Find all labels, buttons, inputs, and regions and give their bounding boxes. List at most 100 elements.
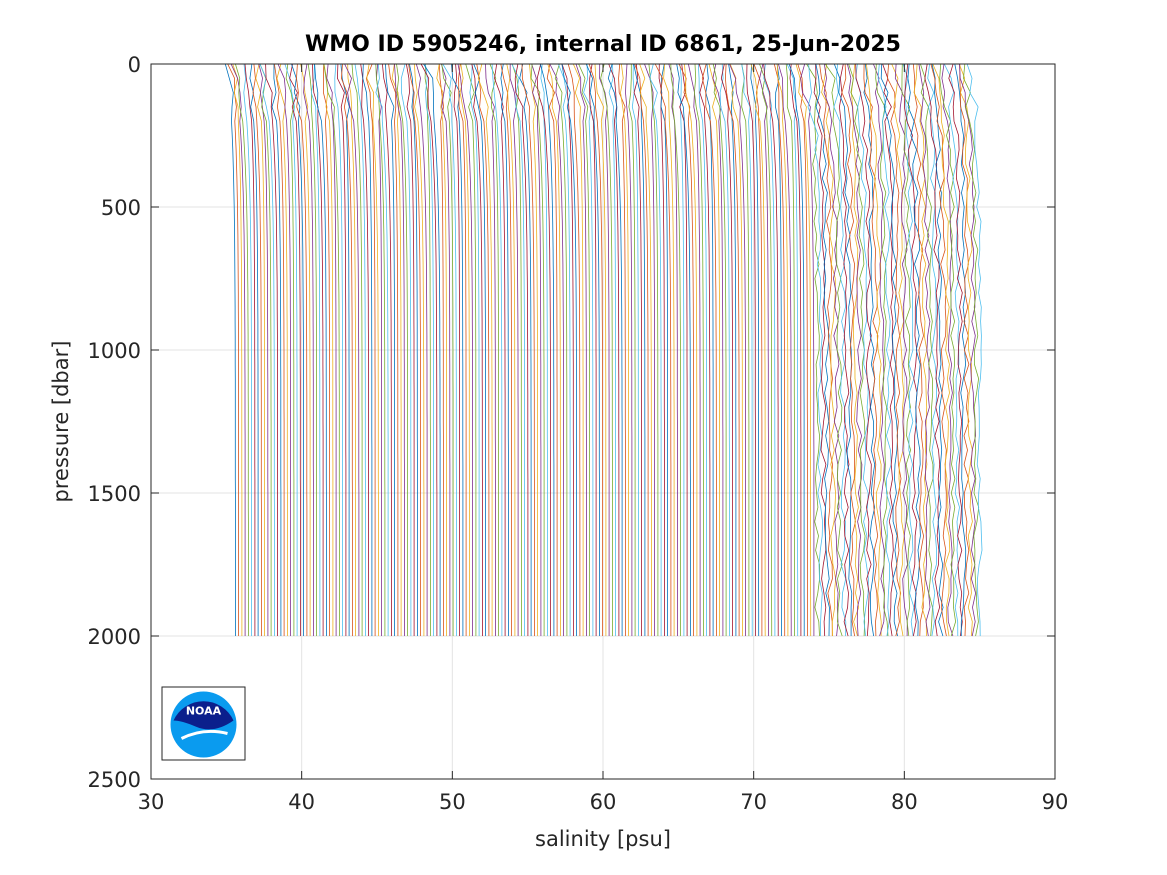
profile-line-178 [795, 63, 812, 636]
profile-line-211 [907, 63, 921, 637]
profile-line-148 [705, 63, 714, 636]
profile-line-168 [763, 63, 779, 636]
profile-line-80 [477, 63, 493, 636]
x-tick-label: 80 [891, 790, 918, 814]
profile-line-40 [351, 63, 363, 636]
profile-line-10 [255, 63, 266, 636]
profile-line-42 [360, 63, 370, 636]
profile-line-160 [741, 63, 753, 636]
profile-line-154 [720, 63, 733, 636]
x-tick-label: 40 [288, 790, 315, 814]
profile-line-221 [941, 63, 954, 637]
profile-line-85 [500, 63, 509, 636]
profile-line-45 [366, 63, 379, 636]
profile-line-11 [258, 63, 269, 636]
profile-line-195 [855, 63, 869, 637]
profile-line-198 [863, 63, 879, 637]
profile-line-177 [797, 63, 808, 636]
profile-line-92 [519, 63, 532, 636]
logo-bird [173, 701, 234, 730]
profile-line-77 [471, 63, 483, 636]
profile-line-218 [931, 63, 944, 637]
profile-line-27 [310, 63, 321, 636]
profile-line-16 [274, 63, 285, 636]
profile-line-214 [918, 63, 931, 637]
profile-line-230 [966, 63, 983, 637]
profile-line-43 [362, 63, 373, 636]
profile-line-53 [394, 63, 405, 636]
profile-line-119 [608, 63, 620, 636]
profile-line-152 [712, 63, 727, 636]
profile-line-192 [850, 63, 860, 637]
profile-line-141 [676, 63, 691, 636]
profile-line-208 [901, 63, 912, 637]
profile-line-47 [375, 63, 386, 636]
profile-line-12 [259, 63, 272, 636]
profile-line-31 [323, 63, 334, 636]
profile-line-171 [776, 63, 789, 636]
chart-title: WMO ID 5905246, internal ID 6861, 25-Jun… [305, 32, 901, 57]
profile-line-96 [530, 63, 545, 636]
profile-line-183 [815, 63, 830, 637]
profile-line-32 [326, 63, 337, 636]
profile-line-24 [300, 63, 311, 636]
profile-line-118 [608, 63, 616, 636]
profile-line-147 [698, 63, 711, 636]
profile-line-107 [567, 63, 581, 636]
noaa-logo: NOAA [161, 686, 246, 761]
profile-line-41 [354, 63, 366, 636]
profile-line-7 [244, 63, 256, 636]
profile-line-83 [491, 63, 503, 636]
profile-line-125 [631, 63, 639, 636]
profile-line-199 [866, 63, 882, 637]
profile-line-170 [773, 63, 786, 636]
profile-line-109 [575, 63, 587, 636]
profile-line-188 [833, 63, 847, 637]
profile-line-21 [289, 63, 301, 636]
profile-line-52 [391, 63, 402, 636]
x-tick-label: 90 [1042, 790, 1069, 814]
profile-line-68 [441, 63, 454, 636]
profile-line-3 [232, 63, 243, 636]
profile-line-54 [396, 63, 409, 636]
profile-line-98 [536, 63, 551, 636]
profile-line-139 [679, 63, 685, 636]
profile-line-9 [252, 63, 262, 636]
x-tick-label: 30 [138, 790, 165, 814]
profile-line-151 [712, 63, 724, 636]
profile-line-167 [763, 63, 776, 636]
profile-line-20 [284, 63, 298, 636]
profile-line-191 [841, 63, 856, 637]
profile-line-108 [572, 63, 584, 636]
profile-line-132 [649, 63, 662, 636]
profile-line-176 [788, 63, 805, 636]
profile-line-143 [684, 63, 698, 636]
x-tick-label: 70 [740, 790, 767, 814]
profile-line-164 [750, 63, 766, 637]
profile-line-120 [607, 63, 623, 636]
profile-line-101 [547, 63, 561, 636]
profile-line-75 [465, 63, 477, 636]
profile-line-44 [365, 63, 376, 636]
profile-line-153 [719, 63, 730, 636]
grid [150, 63, 1056, 780]
profile-line-156 [724, 63, 740, 636]
profile-line-155 [728, 63, 737, 636]
profile-line-226 [959, 64, 970, 637]
profile-line-46 [375, 63, 383, 636]
profile-line-163 [753, 63, 763, 636]
profile-line-228 [959, 63, 977, 637]
profile-line-14 [265, 63, 279, 636]
profile-line-207 [894, 63, 908, 637]
profile-line-5 [235, 63, 249, 636]
profile-line-28 [312, 63, 324, 636]
profile-line-202 [877, 63, 892, 637]
profile-line-134 [660, 63, 668, 636]
profile-line-48 [375, 63, 389, 636]
y-axis-label: pressure [dbar] [49, 341, 73, 503]
profile-line-35 [336, 63, 347, 636]
y-tick-label: 2000 [88, 625, 141, 649]
profile-line-110 [578, 63, 590, 636]
profile-line-79 [476, 63, 490, 636]
profile-line-15 [271, 63, 282, 636]
